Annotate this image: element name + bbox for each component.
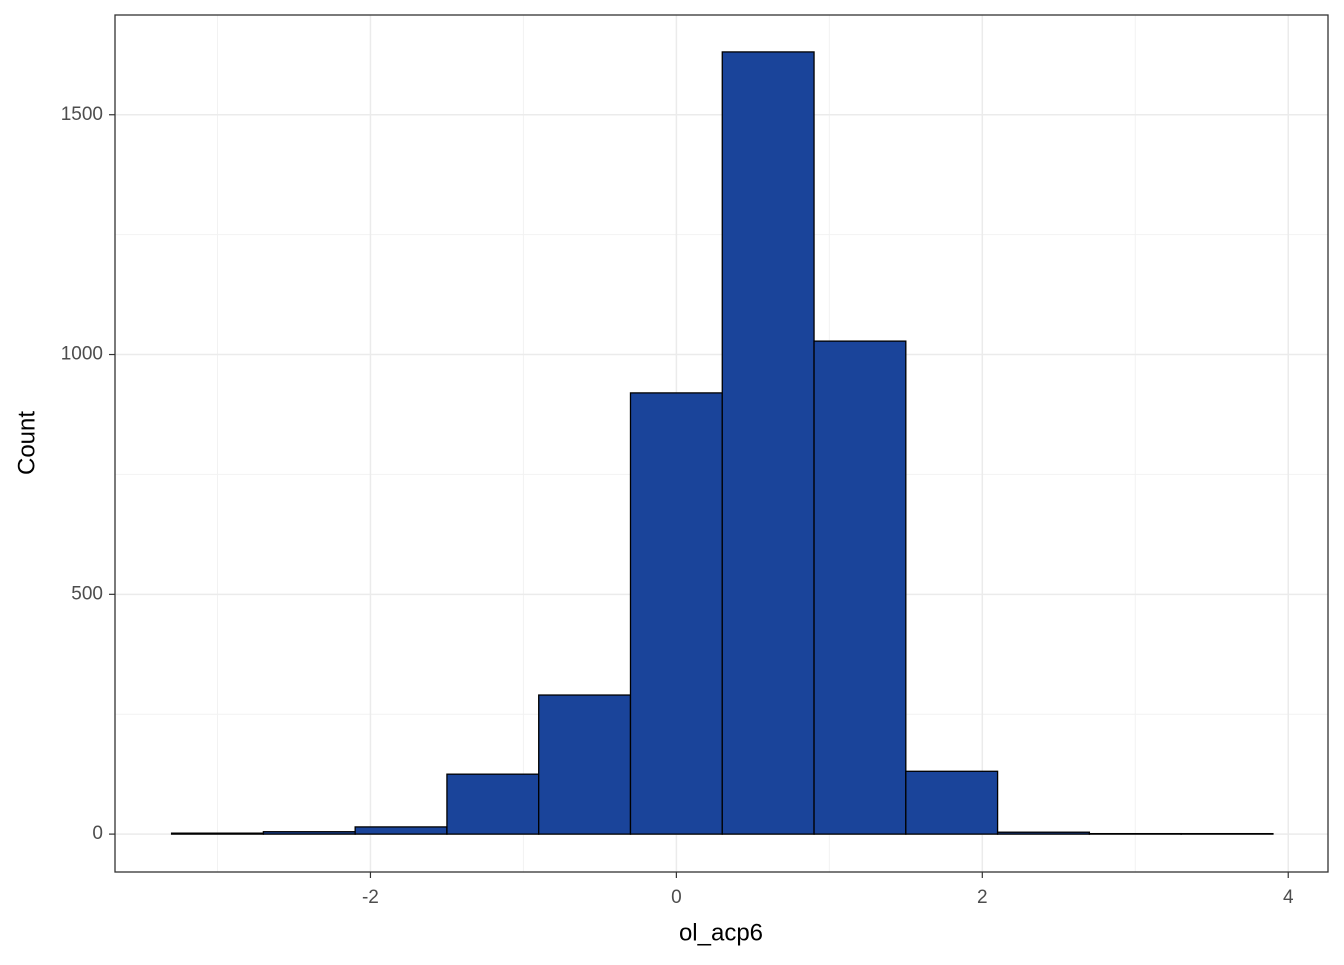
x-tick-label: 2 <box>977 887 988 908</box>
bar <box>722 52 814 834</box>
y-axis-title: Count <box>13 411 40 475</box>
y-tick-label: 1000 <box>61 344 103 365</box>
bar <box>447 774 539 834</box>
x-tick-label: -2 <box>362 887 379 908</box>
bar <box>263 832 355 834</box>
x-axis-title: ol_acp6 <box>679 919 763 946</box>
bar <box>172 833 264 834</box>
bar <box>906 771 998 834</box>
x-tick-label: 0 <box>671 887 682 908</box>
bar <box>998 832 1090 834</box>
bar <box>630 393 722 834</box>
y-tick-label: 0 <box>92 823 103 844</box>
y-tick-label: 1500 <box>61 104 103 125</box>
x-tick-label: 4 <box>1283 887 1294 908</box>
y-tick-label: 500 <box>71 583 103 604</box>
bar <box>355 827 447 834</box>
bar <box>814 341 906 834</box>
bar <box>539 695 631 834</box>
